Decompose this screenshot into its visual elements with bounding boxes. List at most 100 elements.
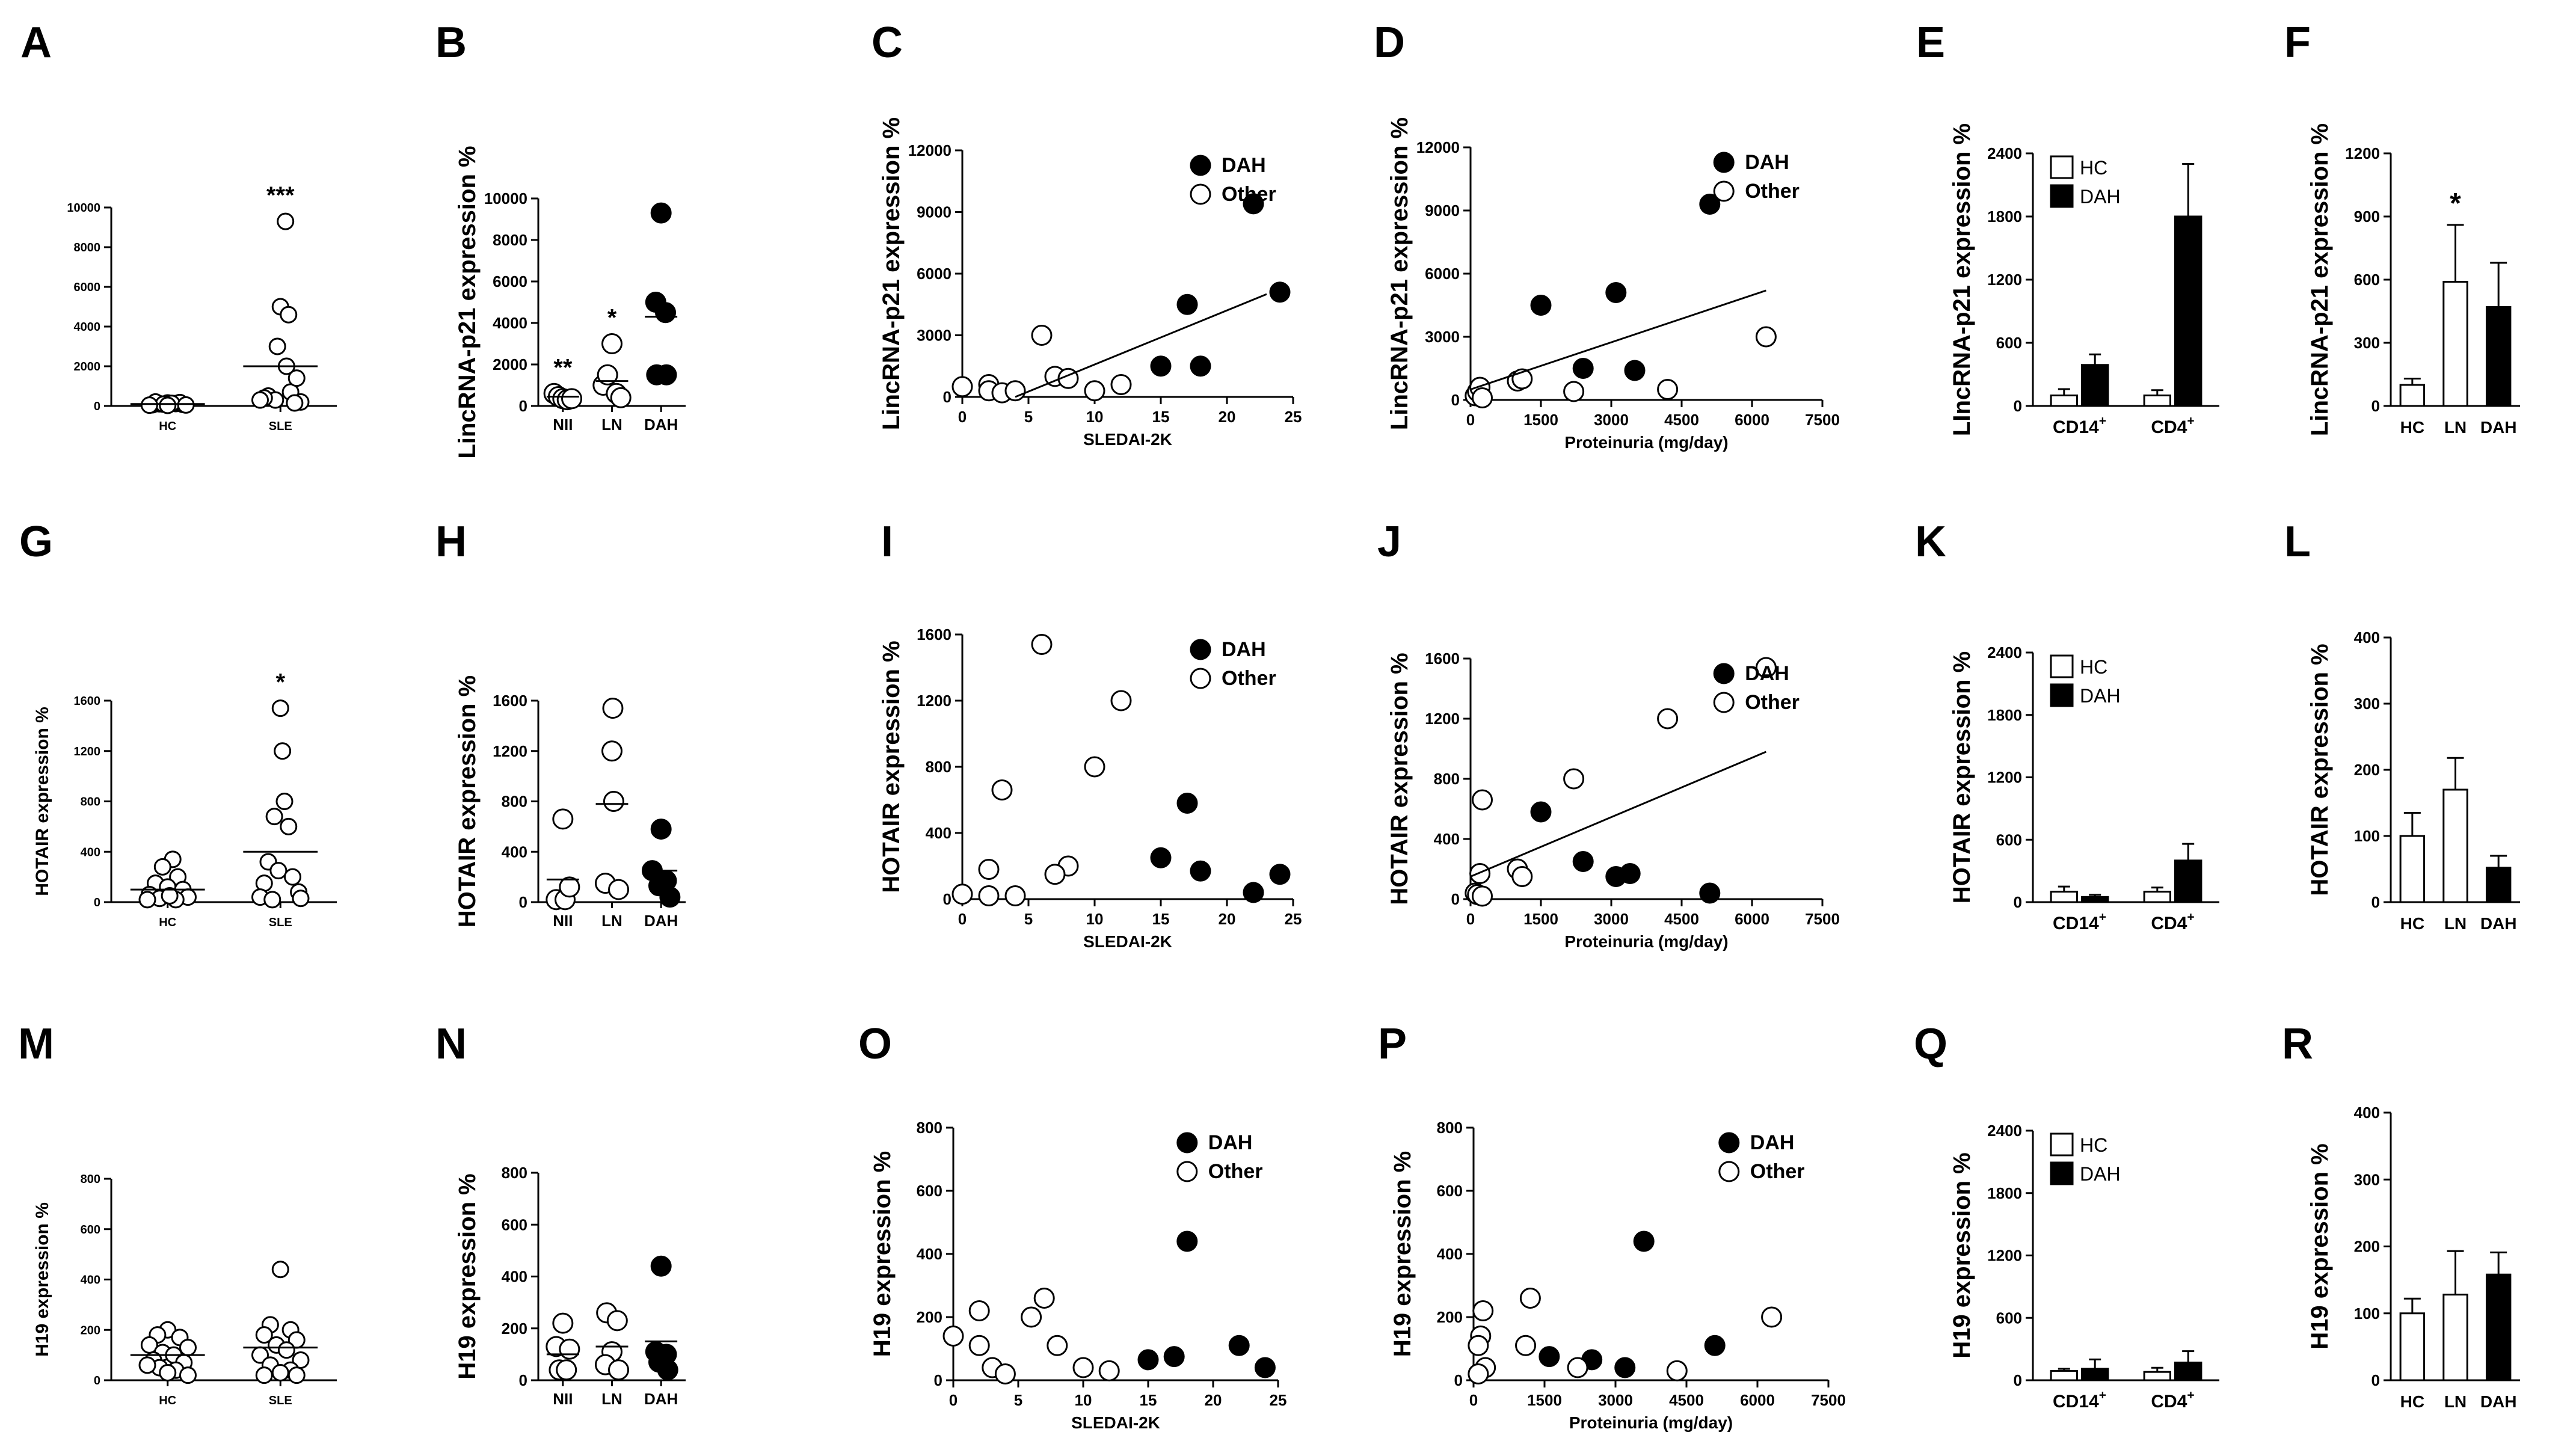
data-point [1021, 1306, 1042, 1328]
bar [2174, 859, 2203, 903]
y-axis-label: LincRNA-p21 expression % [878, 117, 905, 430]
x-tick-label: DAH [2480, 914, 2517, 933]
data-point [287, 1366, 306, 1384]
data-point [942, 1326, 964, 1347]
y-tick-label: 12000 [908, 141, 951, 159]
y-tick-label: 300 [2354, 1170, 2380, 1188]
x-axis-label: SLEDAI-2K [1071, 1413, 1160, 1432]
y-tick-label: 0 [2014, 893, 2022, 911]
data-point [1563, 381, 1585, 402]
x-tick-label: LN [601, 1390, 622, 1408]
bar [2442, 1294, 2468, 1381]
x-tick-label: 25 [1285, 910, 1302, 928]
legend-marker-other [1713, 692, 1735, 713]
data-point [655, 302, 677, 324]
legend-marker-dah [2050, 1161, 2074, 1185]
y-tick-label: 400 [1437, 1245, 1463, 1263]
data-point [1704, 1335, 1726, 1356]
panel-h: H 0 400 800 1200 1600 HOTAIR expression % NII LN… [435, 518, 686, 930]
data-point [968, 1300, 990, 1321]
data-point [1515, 1335, 1537, 1356]
y-tick-label: 1200 [74, 745, 101, 758]
data-point [659, 886, 681, 908]
data-point [287, 369, 306, 387]
y-tick-label: 1200 [917, 692, 951, 710]
data-point [1472, 1300, 1494, 1321]
panel-n: N 0 200 400 600 800 H19 expression % NII LN DAH [435, 1020, 686, 1408]
x-tick-label: 3000 [1594, 411, 1629, 429]
x-tick-label: CD4+ [2151, 1389, 2194, 1412]
x-tick-label: HC [159, 916, 176, 929]
bar [2050, 395, 2079, 407]
y-axis-label: HOTAIR expression % [32, 707, 52, 896]
data-point [138, 891, 156, 909]
data-point [1633, 1230, 1655, 1252]
x-tick-label: 3000 [1598, 1391, 1633, 1409]
y-tick-label: 800 [926, 758, 951, 776]
y-tick-label: 400 [2354, 1104, 2380, 1122]
y-tick-label: 600 [917, 1182, 942, 1200]
data-point [601, 740, 622, 762]
data-point [561, 388, 583, 410]
panel-letter: O [858, 1020, 892, 1068]
data-point [268, 337, 286, 355]
data-point [1254, 1357, 1276, 1378]
legend-marker-hc [2050, 155, 2074, 179]
data-point [1098, 1360, 1120, 1381]
y-tick-label: 2400 [1987, 144, 2022, 162]
data-point [608, 1359, 630, 1381]
legend-label-hc: HC [2080, 1134, 2107, 1156]
data-point [1666, 1360, 1688, 1381]
data-point [159, 1363, 177, 1381]
y-tick-label: 600 [2354, 271, 2380, 289]
panel-a: A 0 2000 4000 6000 8000 10000 HC SLE *** [20, 19, 337, 433]
y-tick-label: 8000 [493, 231, 527, 249]
y-tick-label: 0 [2372, 397, 2380, 415]
y-tick-label: 200 [917, 1308, 942, 1326]
panel-letter: M [18, 1020, 54, 1068]
y-tick-label: 0 [519, 397, 527, 415]
y-tick-label: 6000 [1425, 265, 1460, 283]
y-tick-label: 0 [94, 1374, 100, 1387]
data-point [606, 1310, 628, 1332]
data-point [161, 887, 179, 905]
bar [2399, 384, 2426, 407]
x-tick-label: 6000 [1735, 910, 1769, 928]
legend-marker-dah [1713, 663, 1735, 684]
y-axis-label: HOTAIR expression % [2307, 644, 2333, 896]
x-tick-label: 0 [949, 1391, 958, 1409]
x-tick-label: CD14+ [2053, 414, 2106, 438]
x-tick-label: HC [2400, 914, 2424, 933]
data-point [277, 1341, 295, 1359]
data-point [1605, 282, 1627, 303]
data-point [559, 1338, 580, 1360]
data-point [1624, 360, 1646, 381]
data-point [602, 698, 624, 719]
y-tick-label: 4000 [74, 321, 101, 334]
data-point [286, 394, 304, 412]
panel-letter: J [1377, 518, 1401, 566]
y-tick-label: 100 [2354, 1304, 2380, 1323]
x-axis-label: Proteinuria (mg/day) [1564, 433, 1728, 452]
panel-l: L 0 100 200 300 400 HOTAIR expression % HC LN DAH [2284, 518, 2520, 933]
panel-j: J 0 400 800 1200 1600 HOTAIR expression % 0 1500… [1377, 518, 1840, 951]
y-axis-label: LIncRNA-p21 expression % [1949, 123, 1975, 436]
panel-o: O 0 200 400 600 800 H19 expression % 0 5 10 15 20 25… [858, 1020, 1286, 1432]
panel-letter: B [435, 19, 467, 67]
data-point [275, 793, 294, 810]
bar [2174, 215, 2203, 407]
data-point [603, 791, 624, 812]
panel-r: R 0 100 200 300 400 H19 expression % HC LN DAH [2282, 1020, 2520, 1411]
y-tick-label: 12000 [1416, 138, 1460, 156]
x-tick-label: LN [2444, 914, 2467, 933]
x-tick-label: 0 [1469, 1391, 1478, 1409]
bar [2050, 891, 2079, 903]
x-tick-label: NII [553, 416, 573, 434]
y-tick-label: 6000 [493, 272, 527, 290]
data-point [1228, 1335, 1250, 1356]
x-tick-label: HC [159, 1394, 176, 1407]
data-point [179, 1366, 197, 1384]
x-tick-label: SLE [269, 420, 292, 433]
bar [2485, 306, 2512, 407]
